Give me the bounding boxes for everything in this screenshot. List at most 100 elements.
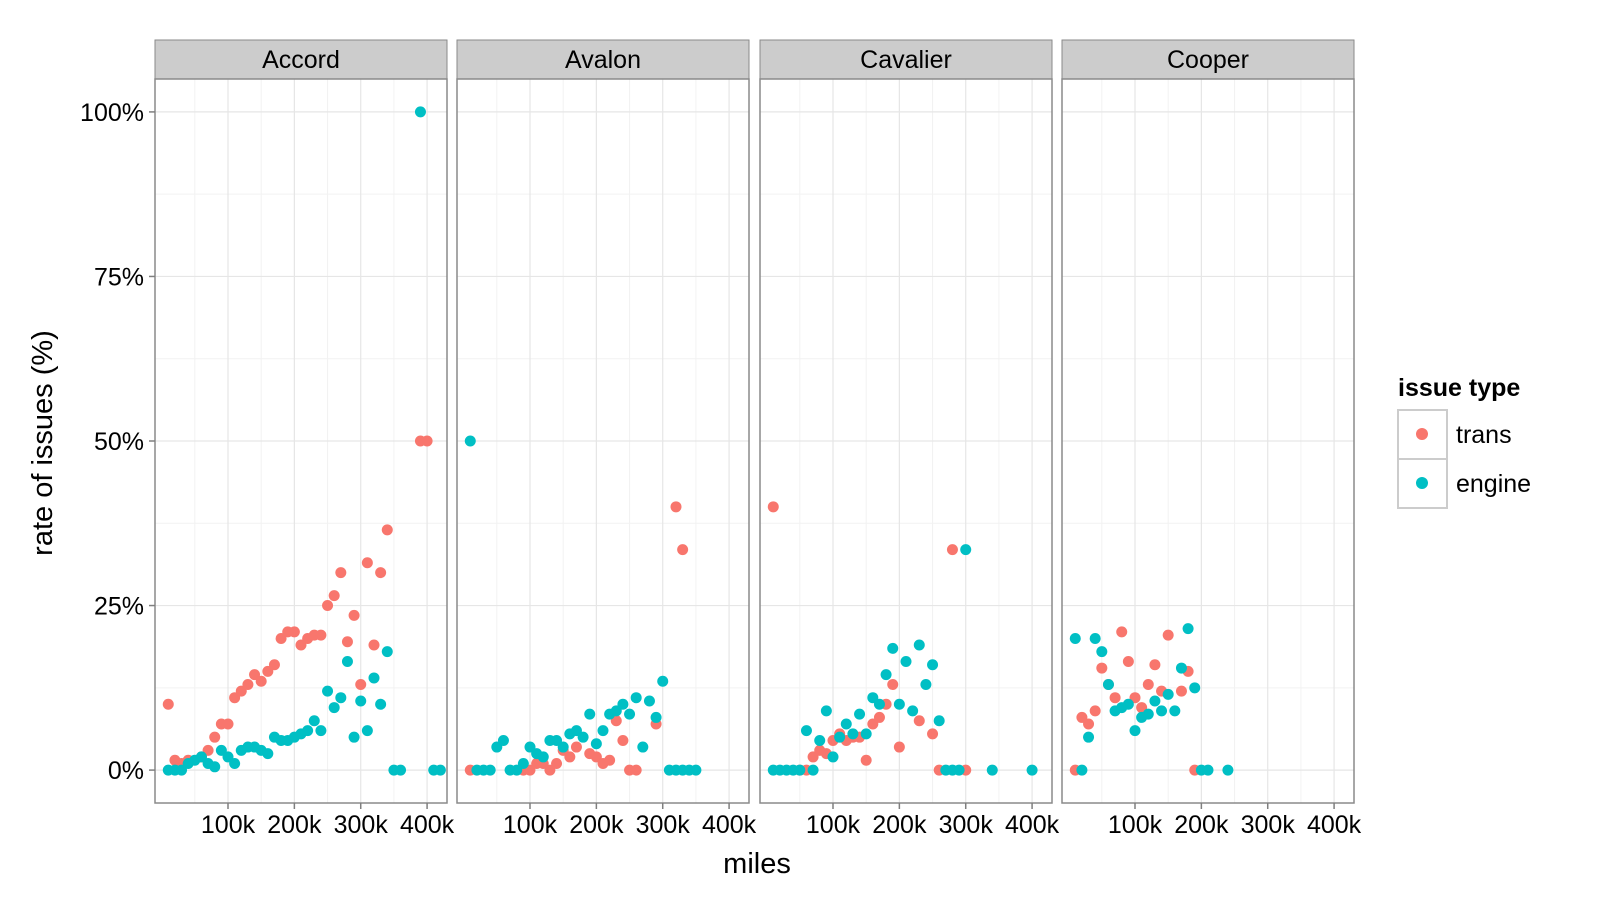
facet-strip bbox=[1061, 39, 1355, 80]
x-tick-label: 300k bbox=[1241, 811, 1296, 839]
data-point-engine bbox=[827, 751, 839, 763]
data-point-engine bbox=[834, 731, 846, 743]
data-point-engine bbox=[794, 764, 806, 776]
data-point-trans bbox=[1116, 626, 1128, 638]
data-point-engine bbox=[484, 764, 496, 776]
x-tick-label: 400k bbox=[702, 811, 757, 839]
data-point-engine bbox=[927, 659, 939, 671]
data-point-engine bbox=[1175, 662, 1187, 674]
data-point-trans bbox=[368, 639, 380, 651]
data-point-trans bbox=[1109, 692, 1121, 704]
data-point-engine bbox=[887, 642, 899, 654]
data-point-engine bbox=[597, 725, 609, 737]
data-point-engine bbox=[1026, 764, 1038, 776]
data-point-engine bbox=[395, 764, 407, 776]
data-point-trans bbox=[564, 751, 576, 763]
data-point-trans bbox=[1162, 629, 1174, 641]
facet-strip-label: Avalon bbox=[565, 46, 641, 74]
data-point-trans bbox=[873, 711, 885, 723]
data-point-trans bbox=[361, 557, 373, 569]
data-point-trans bbox=[927, 728, 939, 740]
data-point-engine bbox=[650, 711, 662, 723]
data-point-engine bbox=[361, 725, 373, 737]
legend-label-trans: trans bbox=[1456, 421, 1512, 449]
series-engine bbox=[1069, 623, 1234, 776]
x-tick-label: 200k bbox=[569, 811, 624, 839]
data-point-trans bbox=[268, 659, 280, 671]
data-point-engine bbox=[368, 672, 380, 684]
data-point-trans bbox=[913, 715, 925, 727]
x-tick-label: 300k bbox=[636, 811, 691, 839]
data-point-engine bbox=[820, 705, 832, 717]
data-point-engine bbox=[1156, 705, 1168, 717]
data-point-trans bbox=[335, 567, 347, 579]
data-point-trans bbox=[630, 764, 642, 776]
data-point-trans bbox=[1175, 685, 1187, 697]
data-point-trans bbox=[421, 435, 433, 447]
x-tick-label: 200k bbox=[872, 811, 927, 839]
legend-title: issue type bbox=[1398, 374, 1520, 402]
data-point-engine bbox=[1182, 623, 1194, 635]
y-tick-label: 100% bbox=[80, 99, 144, 127]
data-point-engine bbox=[986, 764, 998, 776]
legend-marker-trans bbox=[1416, 428, 1428, 440]
data-point-trans bbox=[1149, 659, 1161, 671]
series-engine bbox=[464, 435, 702, 776]
data-point-engine bbox=[920, 679, 932, 691]
data-point-trans bbox=[381, 524, 393, 536]
data-point-engine bbox=[840, 718, 852, 730]
data-point-engine bbox=[414, 106, 426, 118]
data-point-engine bbox=[308, 715, 320, 727]
data-point-engine bbox=[1162, 688, 1174, 700]
facet-strip-label: Accord bbox=[262, 46, 340, 74]
series-engine bbox=[162, 106, 446, 776]
data-point-engine bbox=[229, 758, 241, 770]
x-tick-label: 100k bbox=[1108, 811, 1163, 839]
x-axis-label: miles bbox=[723, 848, 791, 880]
data-point-engine bbox=[577, 731, 589, 743]
data-point-engine bbox=[617, 698, 629, 710]
data-point-engine bbox=[873, 698, 885, 710]
data-point-trans bbox=[209, 731, 221, 743]
data-point-trans bbox=[162, 698, 174, 710]
data-point-engine bbox=[900, 655, 912, 667]
data-point-engine bbox=[315, 725, 327, 737]
panel-border bbox=[759, 78, 1053, 804]
x-tick-label: 400k bbox=[400, 811, 455, 839]
legend-label-engine: engine bbox=[1456, 470, 1531, 498]
data-point-trans bbox=[322, 600, 334, 612]
data-point-engine bbox=[584, 708, 596, 720]
x-tick-label: 400k bbox=[1307, 811, 1362, 839]
data-point-engine bbox=[517, 758, 529, 770]
data-point-engine bbox=[209, 761, 221, 773]
data-point-engine bbox=[1089, 632, 1101, 644]
data-point-trans bbox=[551, 758, 563, 770]
data-point-engine bbox=[1069, 632, 1081, 644]
data-point-engine bbox=[1083, 731, 1095, 743]
data-point-trans bbox=[946, 544, 958, 556]
data-point-engine bbox=[381, 646, 393, 658]
data-point-engine bbox=[860, 728, 872, 740]
data-point-engine bbox=[893, 698, 905, 710]
data-point-engine bbox=[1142, 708, 1154, 720]
y-tick-label: 50% bbox=[94, 428, 144, 456]
data-point-trans bbox=[341, 636, 353, 648]
data-point-engine bbox=[1122, 698, 1134, 710]
x-tick-label: 100k bbox=[503, 811, 558, 839]
data-point-engine bbox=[557, 741, 569, 753]
data-point-engine bbox=[434, 764, 446, 776]
data-point-engine bbox=[637, 741, 649, 753]
facet-panels: Accord 100k 200k 300k 400k Avalon 100k 200k 300k… bbox=[154, 39, 1362, 839]
data-point-trans bbox=[315, 629, 327, 641]
data-point-engine bbox=[464, 435, 476, 447]
data-point-engine bbox=[630, 692, 642, 704]
facet-strip-label: Cavalier bbox=[860, 46, 952, 74]
facet-strip bbox=[759, 39, 1053, 80]
data-point-engine bbox=[1129, 725, 1141, 737]
facet-strip bbox=[456, 39, 750, 80]
y-tick-label: 75% bbox=[94, 263, 144, 291]
data-point-engine bbox=[537, 751, 549, 763]
data-point-trans bbox=[255, 675, 267, 687]
y-axis: 0% 25% 50% 75% 100% bbox=[80, 99, 155, 785]
data-point-engine bbox=[800, 725, 812, 737]
